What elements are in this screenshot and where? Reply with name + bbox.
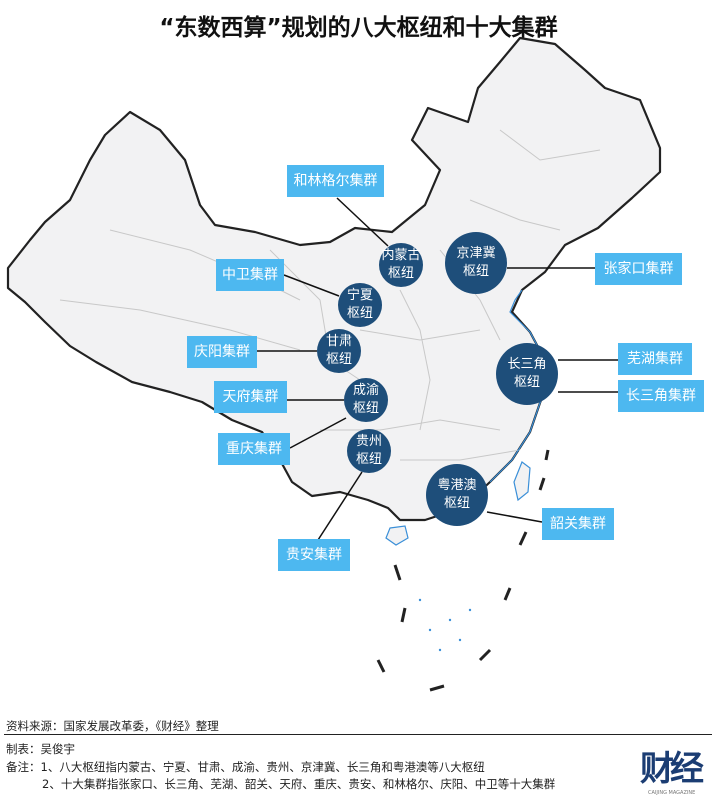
hub-jingjinji: 京津冀 枢纽 [445,232,507,294]
hub-neimenggu: 内蒙古 枢纽 [379,243,423,287]
hub-ningxia: 宁夏 枢纽 [338,283,382,327]
cluster-zhongwei: 中卫集群 [216,259,284,291]
nine-dash-line [376,449,550,692]
cluster-helingeer: 和林格尔集群 [287,165,384,197]
islands [418,598,472,652]
hub-name: 甘肃 [325,334,352,349]
hub-suffix: 枢纽 [346,306,373,321]
hub-suffix: 枢纽 [387,266,414,281]
cluster-guian: 贵安集群 [278,539,350,571]
page-title: “东数西算”规划的八大枢纽和十大集群 [159,15,558,41]
hub-suffix: 枢纽 [462,264,489,279]
china-outline [6,36,662,522]
hub-name: 宁夏 [346,288,373,303]
hub-name: 贵州 [355,434,382,449]
hub-yuegangao: 粤港澳 枢纽 [426,464,488,526]
hainan [385,525,409,546]
remark-2: 2、十大集群指张家口、长三角、芜湖、韶关、天府、重庆、贵安、和林格尔、庆阳、中卫… [42,777,556,791]
divider [4,734,712,735]
cluster-wuhu: 芜湖集群 [618,343,692,375]
hub-suffix: 枢纽 [355,452,382,467]
hub-name: 内蒙古 [381,248,421,263]
remark-1: 备注：1、八大枢纽指内蒙古、宁夏、甘肃、成渝、贵州、京津冀、长三角和粤港澳等八大… [6,760,485,774]
taiwan [513,461,531,502]
hub-suffix: 枢纽 [352,401,379,416]
hub-gansu: 甘肃 枢纽 [317,329,361,373]
hub-name: 成渝 [352,383,379,398]
hub-suffix: 枢纽 [443,496,470,511]
hub-name: 粤港澳 [437,478,477,493]
author-note: 制表：吴俊宇 [6,742,75,756]
source-note: 资料来源：国家发展改革委，《财经》整理 [6,719,219,733]
hub-suffix: 枢纽 [513,375,540,390]
hub-suffix: 枢纽 [325,352,352,367]
hub-chengyu: 成渝 枢纽 [344,378,388,422]
hub-name: 长三角 [507,357,547,372]
hub-name: 京津冀 [456,246,496,261]
cluster-tianfu: 天府集群 [214,381,287,413]
cluster-changsanjiao: 长三角集群 [618,380,704,412]
caijing-logo: 财经 CAIJING MAGAZINE [640,750,715,798]
hub-guizhou: 贵州 枢纽 [347,429,391,473]
cluster-chongqing: 重庆集群 [218,433,290,465]
hub-changsanjiao: 长三角 枢纽 [496,343,558,405]
cluster-qingyang: 庆阳集群 [187,336,257,368]
cluster-zhangjiakou: 张家口集群 [595,253,682,285]
logo-text: 财经 [640,749,704,789]
cluster-shaoguan: 韶关集群 [542,508,614,540]
logo-subtext: CAIJING MAGAZINE [648,790,696,796]
connector-lines [257,197,618,541]
